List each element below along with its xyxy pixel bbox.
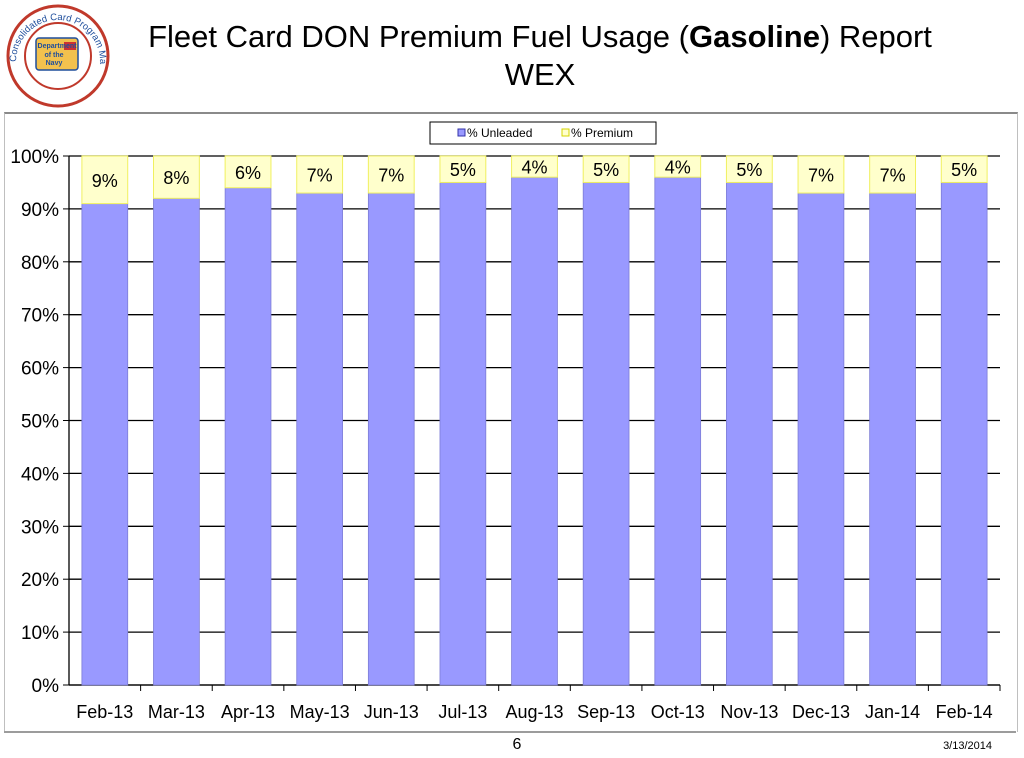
x-tick-label: Nov-13 [720, 702, 778, 722]
y-tick-label: 30% [21, 517, 59, 538]
bar-unleaded [81, 203, 129, 686]
data-label: 5% [736, 160, 762, 180]
x-tick-label: Feb-13 [76, 702, 133, 722]
y-tick-label: 0% [32, 676, 60, 697]
y-tick-label: 100% [10, 147, 59, 168]
logo-line-3: Navy [46, 60, 63, 67]
data-label: 4% [665, 158, 691, 178]
data-label: 6% [235, 163, 261, 183]
bar-premium [511, 155, 558, 178]
bar-unleaded [726, 182, 773, 686]
data-label: 9% [92, 171, 118, 191]
y-tick-label: 70% [21, 306, 59, 327]
bar-unleaded [511, 176, 558, 686]
bar-unleaded [797, 192, 845, 686]
data-label: 7% [378, 166, 404, 186]
legend-box [429, 121, 657, 145]
stacked-bar-chart: 0% 10% 20% 30% 40% 50% 60% 70% 80% 90% 100% 9% Feb-1… [10, 121, 1001, 722]
y-tick-label: 50% [21, 412, 59, 433]
logo-line-1: Department [38, 43, 78, 50]
bar-unleaded [654, 176, 702, 686]
bar-unleaded [296, 192, 343, 686]
page-title: Fleet Card DON Premium Fuel Usage (Gasol… [110, 18, 970, 94]
y-tick-label: 80% [21, 253, 59, 274]
bar-premium [367, 155, 415, 194]
data-label: 5% [593, 160, 619, 180]
x-tick-label: Oct-13 [651, 702, 705, 722]
logo-line-2: of the [44, 52, 63, 59]
bar-premium [725, 155, 773, 183]
data-label: 5% [951, 160, 977, 180]
page-subtitle: WEX [504, 57, 576, 92]
y-tick-label: 10% [21, 623, 59, 644]
bar-premium [224, 155, 272, 189]
data-label: 8% [163, 168, 189, 188]
bar-unleaded [869, 192, 916, 686]
consolidated-card-logo: Consolidated Card Program Management Dep… [0, 0, 114, 108]
legend-label: % Premium [571, 126, 633, 140]
y-tick-label: 90% [21, 200, 59, 221]
bar-premium [797, 155, 845, 194]
bar-unleaded [153, 197, 200, 686]
x-tick-label: Apr-13 [221, 702, 275, 722]
x-tick-label: Feb-14 [936, 702, 993, 722]
bar-premium [296, 155, 344, 194]
x-tick-label: Aug-13 [505, 702, 563, 722]
bar-unleaded [224, 187, 272, 686]
x-tick-label: Mar-13 [148, 702, 205, 722]
data-label: 5% [450, 160, 476, 180]
footer-date: 3/13/2014 [943, 740, 992, 752]
x-tick-label: Jul-13 [438, 702, 487, 722]
title-prefix: Fleet Card DON Premium Fuel Usage ( [148, 19, 689, 54]
legend-swatch [457, 128, 466, 137]
x-tick-label: Dec-13 [792, 702, 850, 722]
data-label: 7% [880, 166, 906, 186]
page-number: 6 [512, 736, 522, 753]
bar-unleaded [582, 182, 630, 686]
bar-premium [940, 155, 988, 183]
data-label: 7% [808, 166, 834, 186]
x-tick-label: Jun-13 [364, 702, 419, 722]
bar-unleaded [439, 182, 487, 686]
footer-divider [4, 731, 1016, 733]
bar-unleaded [367, 192, 415, 686]
title-suffix: ) Report [819, 19, 932, 54]
bar-premium [439, 155, 487, 183]
y-tick-label: 20% [21, 570, 59, 591]
legend-swatch [561, 128, 570, 137]
bar-unleaded [940, 182, 988, 686]
bar-premium [81, 155, 129, 205]
x-tick-label: Sep-13 [577, 702, 635, 722]
chart-frame: 0% 10% 20% 30% 40% 50% 60% 70% 80% 90% 100% 9% Feb-1… [4, 112, 1018, 732]
bar-premium [153, 155, 200, 199]
bar-premium [654, 155, 702, 178]
y-tick-label: 40% [21, 464, 59, 485]
bar-premium [582, 155, 630, 183]
x-tick-label: Jan-14 [865, 702, 920, 722]
y-tick-label: 60% [21, 359, 59, 380]
legend-label: % Unleaded [467, 126, 532, 140]
data-label: 4% [521, 158, 547, 178]
bar-premium [869, 155, 916, 194]
title-fuel-type: Gasoline [689, 19, 820, 54]
data-label: 7% [307, 166, 333, 186]
x-tick-label: May-13 [290, 702, 350, 722]
